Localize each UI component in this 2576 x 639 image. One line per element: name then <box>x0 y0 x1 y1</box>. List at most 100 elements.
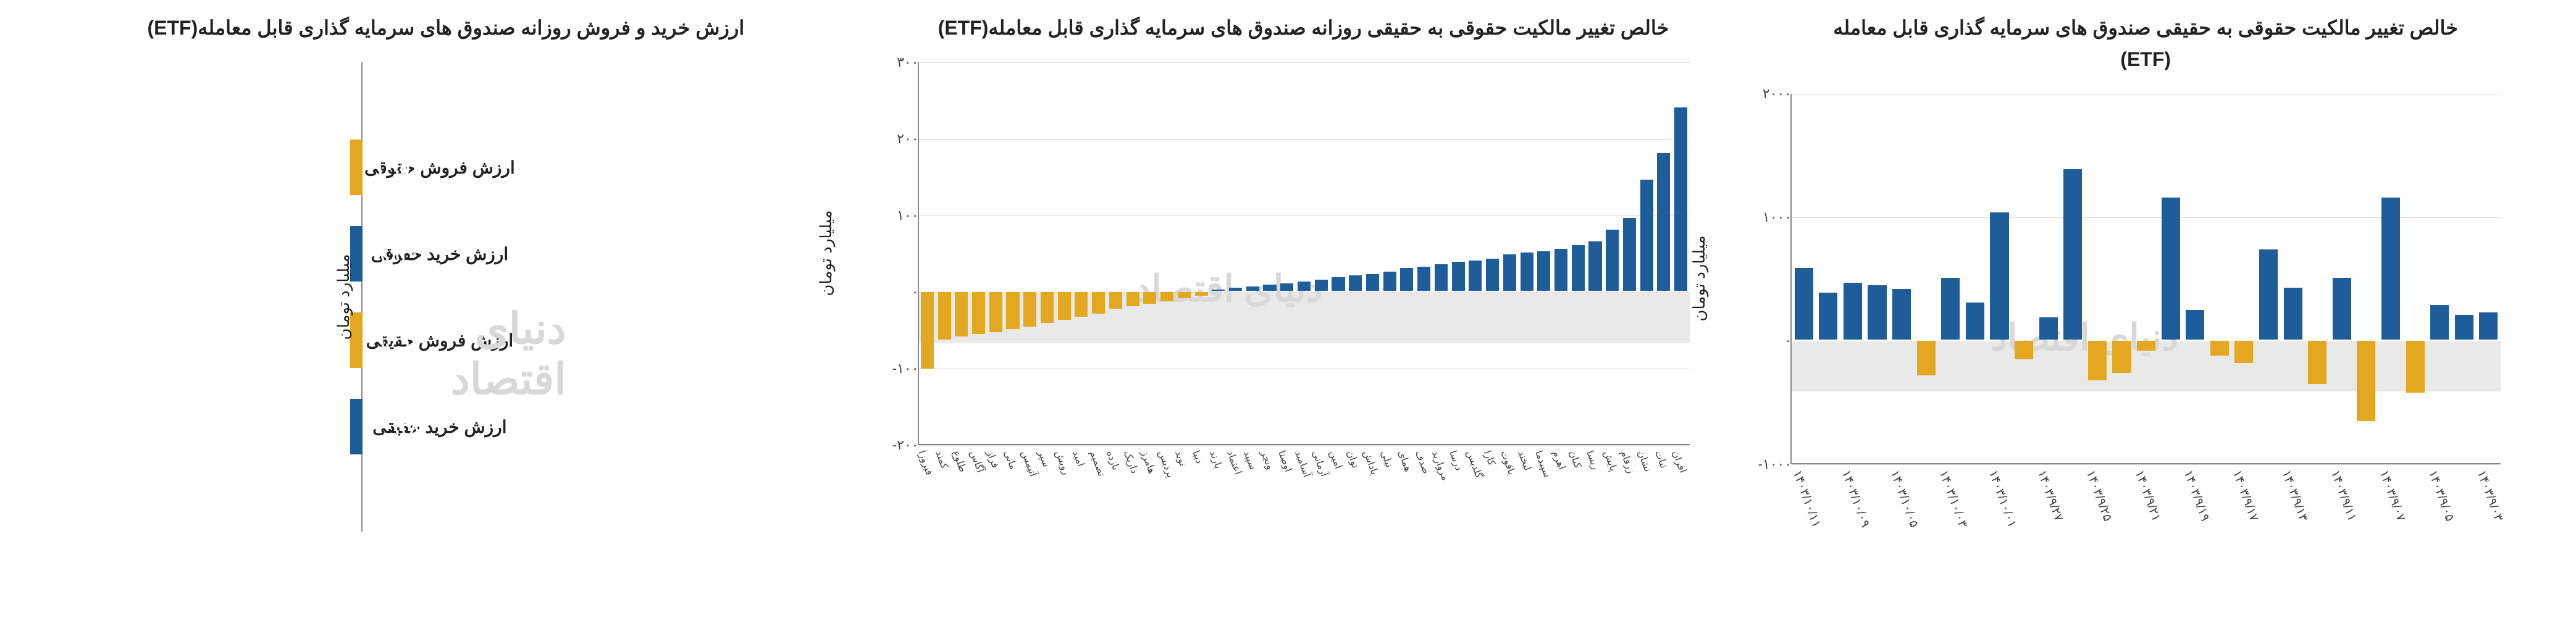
bar <box>2039 317 2058 340</box>
bar <box>1572 245 1585 291</box>
bar-column: ۱۴۰۳/۱۰/۰۱ <box>1987 94 2012 463</box>
bar <box>2455 315 2473 340</box>
bar <box>1246 286 1259 291</box>
bar <box>1143 292 1156 304</box>
hbar-chart: ارزش خرید و فروش روزانه صندوق های سرمایه… <box>75 12 816 532</box>
bar-column: آرمانی <box>1312 62 1330 444</box>
bar-column: هامرز <box>1141 62 1159 444</box>
bar-column: نشان <box>1638 62 1655 444</box>
xtick-label: پارند <box>1207 449 1225 470</box>
bar-column: سپید <box>1244 62 1261 444</box>
bar-column <box>2452 94 2477 463</box>
bar <box>1521 253 1533 291</box>
bar-column: فراز <box>987 62 1004 444</box>
xtick-label: نوید <box>1173 449 1190 468</box>
xtick-label: ریسا <box>1584 449 1602 471</box>
xtick-label: امید <box>1070 449 1087 469</box>
bar-column: طلوع <box>953 62 970 444</box>
bar <box>1606 230 1619 291</box>
bar <box>1315 280 1328 291</box>
bar-column: آتیمس <box>1022 62 1039 444</box>
bar <box>1383 272 1396 291</box>
bar <box>1006 292 1019 329</box>
xtick-label: کیان <box>1566 449 1584 470</box>
bar <box>2186 310 2204 340</box>
xtick-label: سپر <box>1036 449 1053 469</box>
ytick-label: ۰ <box>1777 333 1792 349</box>
bar-column: بازده <box>1107 62 1125 444</box>
xtick-label: ۱۴۰۳/۱۰/۰۱ <box>1985 468 2020 530</box>
bar-column: درسا <box>1450 62 1467 444</box>
gridline <box>919 445 1690 446</box>
bar <box>1588 241 1601 291</box>
hbar-value: ۱۰,۲۸۴ <box>375 416 430 438</box>
left-bars: ۱۴۰۳/۹/۰۳۱۴۰۳/۹/۰۵۱۴۰۳/۹/۰۷۱۴۰۳/۹/۱۱۱۴۰۳… <box>1792 94 2501 463</box>
mid-chart: خالص تغییر مالکیت حقوقی به حقیقی روزانه … <box>918 12 1690 445</box>
bar-column: ریسا <box>1587 62 1604 444</box>
xtick-label: ۱۴۰۳/۱۰/۰۳ <box>1936 468 1971 530</box>
xtick-label: ۱۴۰۳/۹/۱۹ <box>2181 468 2213 524</box>
bar <box>972 292 985 334</box>
bar <box>2210 341 2229 356</box>
bar-column <box>1963 94 1987 463</box>
xtick-label: ۱۴۰۳/۹/۲۷ <box>2034 468 2066 524</box>
mid-plot: دنیای اقتصاد افرانثباتنشانزرفامپایشریساک… <box>918 62 1690 445</box>
xtick-label: ۱۴۰۳/۱۰/۰۹ <box>1838 468 1873 530</box>
ytick-label: ۱۰۰ <box>889 207 918 223</box>
xtick-label: نشان <box>1635 449 1654 474</box>
bar-column: مانی <box>1004 62 1022 444</box>
bar <box>2381 198 2400 340</box>
bar <box>1075 292 1088 317</box>
xtick-label: ۱۴۰۳/۹/۰۳ <box>2474 468 2507 524</box>
xtick-label: سپید <box>1241 449 1259 471</box>
bar <box>1195 292 1208 296</box>
xtick-label: توان <box>1344 449 1362 470</box>
bar <box>1868 285 1886 340</box>
bar-column: ۱۴۰۳/۹/۱۱ <box>2330 94 2354 463</box>
bar-column: لبخند <box>1518 62 1535 444</box>
bar <box>2333 278 2351 340</box>
left-title: خالص تغییر مالکیت حقوقی به حقیقی صندوق ه… <box>1806 12 2485 75</box>
bar <box>1674 107 1687 291</box>
bar-column: ونچر <box>1261 62 1278 444</box>
bar <box>1795 268 1813 340</box>
bar-column: ۱۴۰۳/۱۰/۱۱ <box>1792 94 1816 463</box>
hbar-ylabel: میلیارد تومان <box>334 254 353 340</box>
ytick-label: ۱۰۰- <box>885 361 919 377</box>
bar-column: اوصتا <box>1278 62 1296 444</box>
bar-column <box>2207 94 2232 463</box>
bar-column: پاداش <box>1364 62 1382 444</box>
bar <box>1990 212 2008 340</box>
bar <box>1160 292 1173 301</box>
bar-column: توان <box>1347 62 1364 444</box>
bar <box>1819 293 1837 340</box>
bar-column <box>2159 94 2183 463</box>
bar-column <box>2256 94 2281 463</box>
hbar-row: ارزش فروش حقیقی۹,۶۹۷ <box>363 297 517 383</box>
xtick-label: بازده <box>1104 449 1123 472</box>
bar <box>2162 198 2180 340</box>
bar-column <box>2060 94 2085 463</box>
bar <box>1844 283 1862 340</box>
bar <box>2308 341 2326 384</box>
bar-column: صدف <box>1416 62 1433 444</box>
bar <box>1126 292 1139 306</box>
bar <box>1058 292 1071 320</box>
bar-column: دیبا <box>1193 62 1210 444</box>
bar-column: آسامید <box>1296 62 1313 444</box>
bar-column: کمند <box>936 62 953 444</box>
bar-column: گلدیس <box>1467 62 1484 444</box>
bar <box>1178 292 1191 298</box>
bar-column: ثبات <box>1655 62 1672 444</box>
xtick-label: اهرم <box>1550 449 1568 472</box>
xtick-label: ۱۴۰۳/۹/۱۳ <box>2278 468 2311 524</box>
hbar-bar: ۱۰,۲۸۴ <box>350 399 363 454</box>
xtick-label: درسا <box>1446 449 1465 472</box>
bar-column: اعتماد <box>1227 62 1244 444</box>
bar <box>1366 274 1379 291</box>
xtick-label: افران <box>1669 449 1689 475</box>
bar <box>1503 254 1516 291</box>
bar <box>2112 341 2131 373</box>
bar-column: ۱۴۰۳/۹/۲۷ <box>2036 94 2061 463</box>
xtick-label: ونچر <box>1258 449 1277 471</box>
